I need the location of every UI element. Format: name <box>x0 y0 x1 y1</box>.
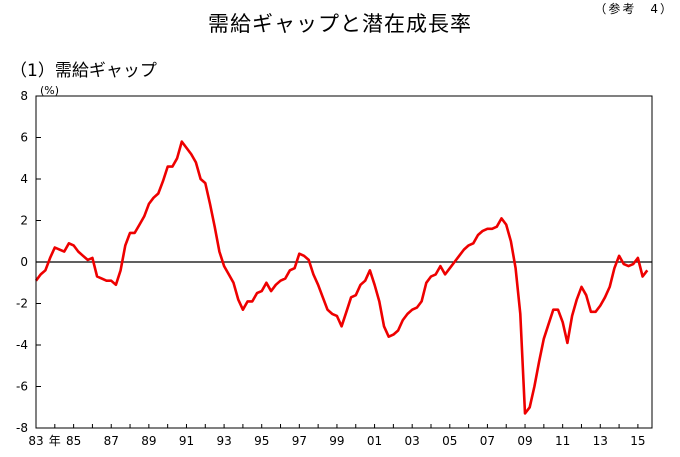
x-tick-label: 11 <box>555 434 570 448</box>
x-axis-ticks: 83 年 85 87 89 91 93 95 97 99 01 03 05 07 09 11 13 15 <box>28 424 646 448</box>
y-tick-label: 8 <box>20 89 28 103</box>
x-tick-label: 83 <box>28 434 43 448</box>
x-tick-label: 年 <box>49 434 61 448</box>
x-tick-label: 93 <box>216 434 231 448</box>
y-tick-label: -8 <box>16 421 28 435</box>
series-group <box>34 140 649 415</box>
y-tick-label: -6 <box>16 380 28 394</box>
x-tick-label: 87 <box>104 434 119 448</box>
y-axis-unit-label: (%) <box>40 84 60 97</box>
chart-title: （1）需給ギャップ <box>10 61 157 81</box>
y-tick-label: -4 <box>16 338 28 352</box>
x-tick-label: 95 <box>254 434 269 448</box>
y-tick-label: -2 <box>16 297 28 311</box>
x-tick-label: 09 <box>517 434 532 448</box>
x-tick-label: 85 <box>66 434 81 448</box>
x-tick-label: 05 <box>442 434 457 448</box>
y-tick-label: 2 <box>20 214 28 228</box>
plot-frame <box>35 95 653 429</box>
x-tick-label: 89 <box>141 434 156 448</box>
x-tick-label: 91 <box>179 434 194 448</box>
x-tick-label: 03 <box>405 434 420 448</box>
x-tick-label: 07 <box>480 434 495 448</box>
y-tick-label: 6 <box>20 131 28 145</box>
reference-label: （参考 4） <box>594 2 674 16</box>
x-tick-label: 99 <box>329 434 344 448</box>
y-tick-label: 0 <box>20 255 28 269</box>
page-title: 需給ギャップと潜在成長率 <box>208 12 472 36</box>
series-line-0 <box>34 140 649 415</box>
x-tick-label: 15 <box>630 434 645 448</box>
y-tick-label: 4 <box>20 172 28 186</box>
x-tick-label: 01 <box>367 434 382 448</box>
x-tick-label: 97 <box>292 434 307 448</box>
x-tick-label: 13 <box>593 434 608 448</box>
